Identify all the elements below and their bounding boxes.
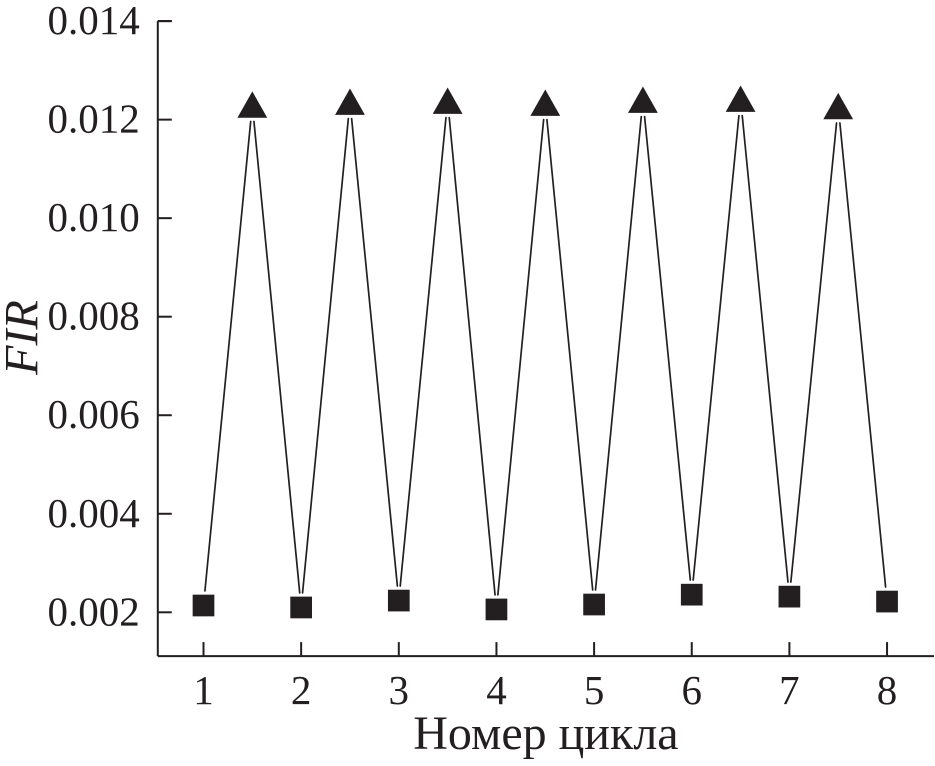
svg-text:0.002: 0.002 [48, 588, 140, 634]
svg-text:0.010: 0.010 [48, 194, 140, 240]
svg-text:0.014: 0.014 [48, 0, 140, 43]
svg-text:0.008: 0.008 [48, 293, 140, 339]
svg-text:0.004: 0.004 [48, 490, 140, 536]
svg-text:0.012: 0.012 [48, 96, 140, 142]
svg-text:0.006: 0.006 [48, 391, 140, 437]
